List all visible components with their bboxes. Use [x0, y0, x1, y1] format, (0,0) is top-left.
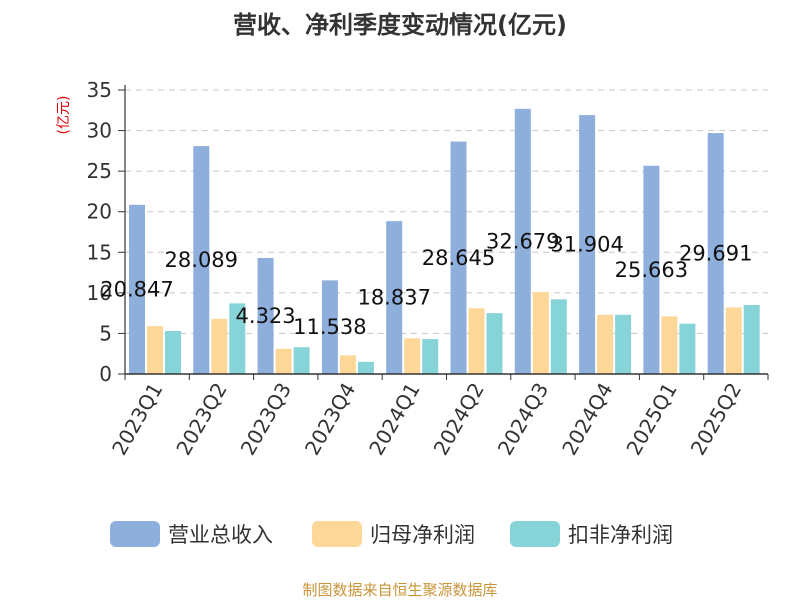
bar-s2-2025Q1 [679, 323, 696, 374]
y-tick-label: 10 [87, 281, 112, 305]
data-label: 28.645 [422, 246, 495, 270]
bar-s2-2024Q4 [615, 314, 632, 374]
y-tick-label: 35 [87, 78, 112, 102]
bar-s1-2024Q3 [532, 292, 549, 374]
x-tick-label: 2023Q2 [171, 379, 231, 460]
grid [118, 89, 768, 375]
bar-s1-2025Q1 [661, 316, 678, 374]
bar-s1-2024Q2 [468, 308, 485, 374]
legend-label: 营业总收入 [168, 523, 273, 547]
y-axis-unit: (亿元) [56, 96, 72, 135]
data-label: 29.691 [679, 242, 752, 266]
data-label: 11.538 [293, 315, 366, 339]
bar-s0-2024Q1 [386, 221, 403, 374]
bars [129, 108, 760, 375]
y-tick-label: 15 [87, 240, 112, 264]
bar-s2-2024Q3 [550, 299, 567, 374]
bar-s1-2023Q3 [275, 348, 292, 374]
y-tick-label: 30 [87, 119, 112, 143]
legend: 营业总收入 归母净利润 扣非净利润 [110, 521, 673, 547]
bar-s1-2024Q4 [597, 314, 614, 374]
axes [124, 85, 769, 380]
bar-s2-2025Q2 [743, 305, 760, 374]
legend-item: 营业总收入 [110, 521, 273, 547]
legend-label: 归母净利润 [370, 523, 475, 547]
legend-label: 扣非净利润 [568, 523, 673, 547]
bar-s1-2023Q4 [339, 355, 356, 374]
bar-s0-2023Q2 [193, 146, 210, 374]
data-label: 20.847 [100, 277, 173, 301]
x-tick-label: 2024Q1 [364, 379, 424, 460]
bar-s0-2024Q4 [579, 115, 596, 374]
data-label: 18.837 [357, 286, 430, 310]
chart-title: 营收、净利季度变动情况(亿元) [233, 11, 567, 39]
x-tick-label: 2025Q1 [621, 379, 681, 460]
y-tick-label: 25 [87, 159, 112, 183]
bar-s2-2023Q2 [229, 303, 246, 374]
bar-s2-2024Q2 [486, 313, 503, 374]
x-tick-label: 2025Q2 [686, 379, 746, 460]
x-tick-label: 2023Q1 [107, 379, 167, 460]
data-label: 32.679 [486, 229, 559, 253]
x-tick-label: 2023Q4 [300, 379, 360, 460]
bar-s2-2024Q1 [422, 339, 439, 374]
data-label: 25.663 [615, 258, 688, 282]
bar-s0-2023Q3 [257, 257, 274, 374]
data-label: 28.089 [165, 248, 238, 272]
legend-swatch [510, 521, 560, 547]
bar-s0-2024Q2 [450, 141, 467, 374]
x-tick-label: 2024Q2 [429, 379, 489, 460]
data-label: 4.323 [236, 304, 296, 328]
bar-s1-2025Q2 [725, 307, 742, 374]
bar-s2-2023Q3 [293, 347, 310, 374]
legend-item: 归母净利润 [312, 521, 475, 547]
legend-swatch [110, 521, 160, 547]
bar-s1-2023Q1 [147, 326, 163, 374]
bar-s1-2024Q1 [404, 338, 421, 374]
legend-swatch [312, 521, 362, 547]
bar-s0-2025Q1 [643, 165, 660, 374]
x-tick-label: 2023Q3 [236, 379, 296, 460]
bar-s0-2024Q3 [514, 108, 531, 375]
y-tick-label: 0 [99, 362, 112, 386]
legend-item: 扣非净利润 [510, 521, 673, 547]
source-note: 制图数据来自恒生聚源数据库 [302, 581, 497, 599]
data-label: 31.904 [550, 233, 623, 257]
bar-s2-2023Q4 [357, 361, 374, 374]
bar-s2-2023Q1 [165, 330, 181, 374]
y-tick-label: 5 [99, 321, 112, 345]
bar-s1-2023Q2 [211, 318, 228, 374]
x-tick-label: 2024Q3 [493, 379, 553, 460]
x-tick-label: 2024Q4 [557, 379, 617, 460]
bar-s0-2023Q1 [129, 204, 145, 374]
bar-s0-2023Q4 [321, 280, 338, 374]
y-tick-label: 20 [87, 200, 112, 224]
bar-s0-2025Q2 [707, 133, 724, 374]
